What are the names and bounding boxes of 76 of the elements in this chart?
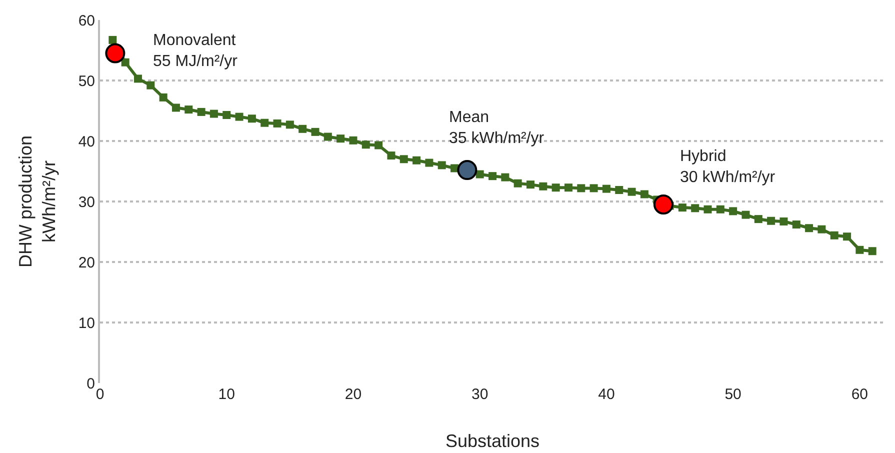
point <box>425 158 434 167</box>
point <box>172 104 180 112</box>
y-tick-label: 40 <box>78 133 95 150</box>
point <box>336 134 345 143</box>
point <box>108 36 117 44</box>
point <box>691 204 700 212</box>
y-tick-label: 60 <box>78 12 95 30</box>
point <box>539 182 548 190</box>
point <box>729 207 738 216</box>
y-tick-label: 20 <box>78 254 95 272</box>
point <box>678 204 686 212</box>
point <box>362 140 370 149</box>
point <box>856 246 864 254</box>
point <box>324 132 332 141</box>
point <box>197 108 206 116</box>
point <box>716 205 724 214</box>
point <box>134 74 142 83</box>
point <box>387 152 396 160</box>
annotation: Hybrid 30 kWh/m²/yr <box>680 148 776 186</box>
point <box>704 205 712 214</box>
x-tick-label: 30 <box>471 386 488 403</box>
point <box>273 119 282 128</box>
point <box>742 210 750 219</box>
x-tick-label: 60 <box>851 386 868 403</box>
point <box>628 188 636 196</box>
point <box>818 225 826 234</box>
y-tick-label: 10 <box>78 314 95 332</box>
point <box>412 156 421 164</box>
point <box>590 184 598 192</box>
x-tick-label: 40 <box>598 386 615 403</box>
point <box>780 217 788 226</box>
point <box>564 184 572 192</box>
point <box>286 120 294 129</box>
point <box>260 118 269 127</box>
point <box>552 184 560 192</box>
point <box>457 160 478 180</box>
point <box>105 43 126 64</box>
point <box>298 124 307 133</box>
point <box>602 184 610 193</box>
point <box>222 110 231 119</box>
annotation: Monovalent 55 MJ/m²/yr <box>153 32 238 70</box>
point <box>210 110 218 118</box>
point <box>349 136 358 144</box>
point <box>640 190 648 198</box>
point <box>868 247 876 256</box>
point <box>235 112 244 121</box>
x-tick-label: 20 <box>344 386 362 403</box>
x-tick-label: 10 <box>218 386 235 403</box>
point <box>830 231 838 240</box>
point <box>754 215 762 224</box>
annotation: Mean 35 kWh/m²/yr <box>449 109 545 147</box>
point <box>843 232 852 241</box>
point <box>792 220 800 228</box>
y-tick-label: 50 <box>78 72 95 90</box>
point <box>476 170 484 178</box>
point <box>501 173 510 182</box>
point <box>248 114 256 123</box>
point <box>488 172 496 180</box>
y-tick-label: 30 <box>78 194 95 211</box>
point <box>374 141 383 150</box>
point <box>767 216 776 225</box>
point <box>615 186 624 194</box>
point <box>146 81 155 90</box>
x-axis-title: Substations <box>445 431 540 451</box>
point <box>514 179 522 188</box>
point <box>400 155 408 164</box>
point <box>438 161 446 170</box>
point <box>159 93 168 102</box>
x-tick-label: 50 <box>724 386 742 403</box>
point <box>526 180 534 189</box>
point <box>311 128 320 136</box>
point <box>805 224 814 232</box>
point <box>121 58 130 66</box>
point <box>577 184 586 192</box>
y-axis-title: DHW production kWh/m²/yr <box>16 135 60 268</box>
point <box>184 106 193 114</box>
